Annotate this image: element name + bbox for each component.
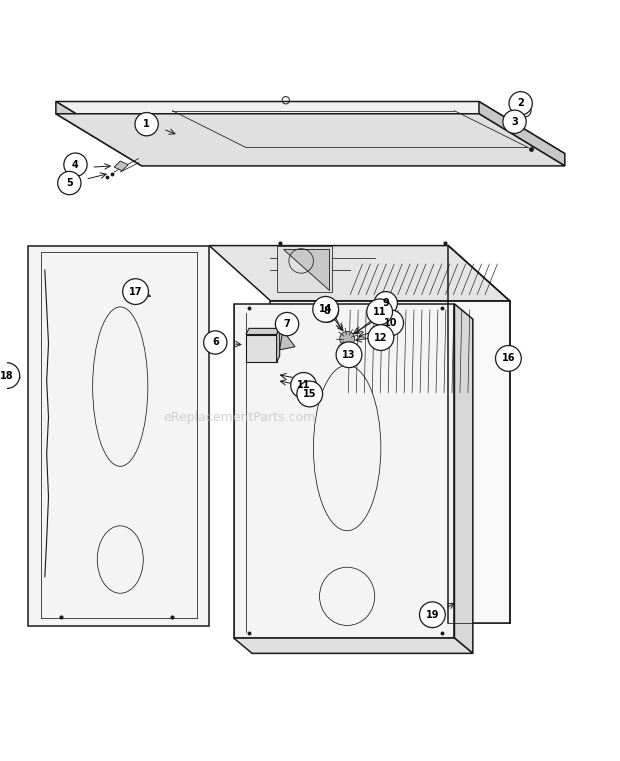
- Circle shape: [291, 373, 316, 398]
- Circle shape: [64, 153, 87, 177]
- Polygon shape: [246, 329, 280, 335]
- Polygon shape: [56, 101, 565, 154]
- Polygon shape: [246, 335, 277, 362]
- Circle shape: [374, 291, 397, 315]
- Text: 10: 10: [384, 318, 397, 328]
- Circle shape: [368, 325, 394, 351]
- Circle shape: [135, 113, 158, 135]
- Text: 5: 5: [66, 178, 73, 188]
- Text: 14: 14: [319, 304, 332, 314]
- Circle shape: [275, 313, 299, 336]
- Text: 16: 16: [502, 353, 515, 364]
- Circle shape: [203, 331, 227, 354]
- Circle shape: [516, 120, 523, 126]
- Circle shape: [420, 602, 445, 628]
- Polygon shape: [29, 246, 209, 626]
- Polygon shape: [280, 330, 295, 350]
- Polygon shape: [114, 161, 128, 170]
- Circle shape: [315, 299, 339, 322]
- Polygon shape: [234, 638, 473, 654]
- Text: 9: 9: [383, 298, 389, 308]
- Text: 7: 7: [284, 319, 290, 329]
- Text: 8: 8: [324, 306, 330, 316]
- Text: 19: 19: [425, 610, 439, 619]
- Circle shape: [336, 342, 362, 368]
- Circle shape: [123, 279, 148, 304]
- Circle shape: [378, 310, 404, 336]
- Text: 15: 15: [303, 389, 316, 399]
- Text: 13: 13: [342, 350, 356, 360]
- Polygon shape: [56, 101, 142, 166]
- Text: 3: 3: [511, 116, 518, 127]
- Polygon shape: [270, 301, 510, 622]
- Circle shape: [297, 381, 322, 407]
- Circle shape: [503, 110, 526, 133]
- Circle shape: [509, 91, 533, 115]
- Text: 1: 1: [143, 119, 150, 129]
- Text: 2: 2: [517, 98, 524, 108]
- Polygon shape: [234, 304, 454, 638]
- Polygon shape: [479, 101, 565, 166]
- Text: 11: 11: [297, 380, 311, 390]
- Polygon shape: [277, 246, 332, 291]
- Polygon shape: [56, 113, 565, 166]
- Text: 17: 17: [129, 287, 143, 297]
- Circle shape: [58, 171, 81, 195]
- Circle shape: [0, 363, 20, 388]
- Text: 6: 6: [212, 337, 219, 348]
- Text: 12: 12: [374, 333, 388, 342]
- Text: 11: 11: [373, 307, 386, 317]
- Text: 4: 4: [72, 160, 79, 170]
- Polygon shape: [209, 246, 510, 301]
- Circle shape: [367, 299, 392, 325]
- Circle shape: [313, 297, 339, 322]
- Text: 18: 18: [0, 371, 14, 380]
- Polygon shape: [454, 304, 473, 654]
- Polygon shape: [283, 249, 329, 290]
- Circle shape: [495, 345, 521, 371]
- Polygon shape: [277, 329, 280, 362]
- Text: eReplacementParts.com: eReplacementParts.com: [164, 411, 316, 424]
- Circle shape: [340, 332, 355, 346]
